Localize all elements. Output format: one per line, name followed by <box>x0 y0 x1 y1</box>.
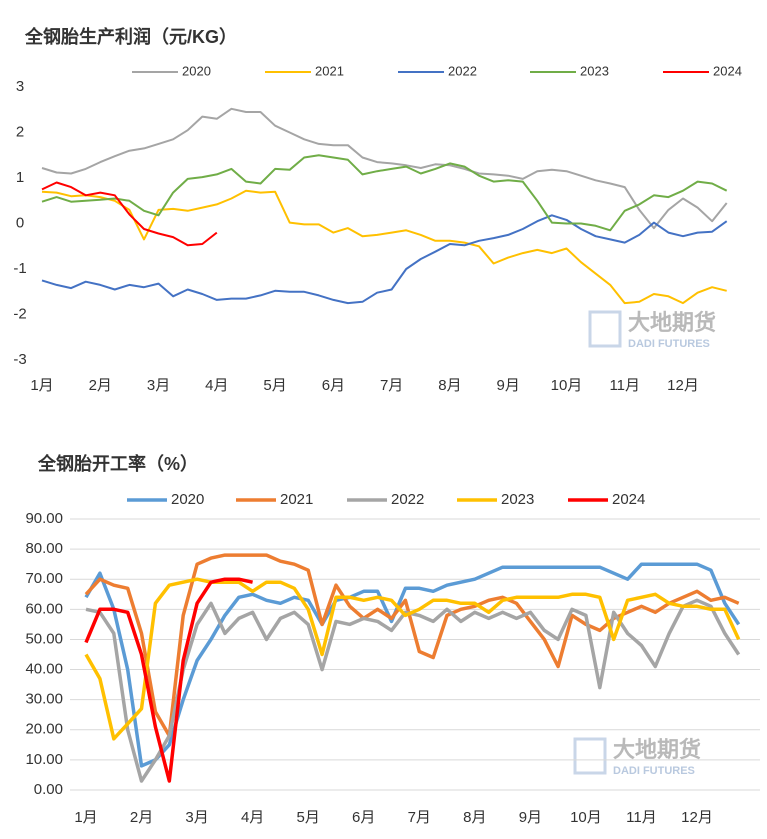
x-tick-label: 3月 <box>147 377 170 394</box>
y-tick-label: 70.00 <box>25 570 63 587</box>
chart-title: 全钢胎生产利润（元/KG） <box>24 26 237 47</box>
y-tick-label: 3 <box>16 78 24 95</box>
series-line <box>84 553 740 738</box>
legend-label: 2021 <box>315 63 344 78</box>
x-tick-label: 7月 <box>380 377 403 394</box>
legend-label: 2022 <box>391 491 424 508</box>
x-tick-label: 10月 <box>551 377 583 394</box>
x-tick-label: 8月 <box>438 377 461 394</box>
y-tick-label: 50.00 <box>25 630 63 647</box>
watermark-logo <box>573 737 607 775</box>
series-line <box>41 154 728 232</box>
legend-label: 2020 <box>171 491 204 508</box>
watermark-logo <box>588 310 622 348</box>
watermark-en: DADI FUTURES <box>613 765 695 777</box>
series-line <box>41 214 728 305</box>
y-tick-label: -3 <box>13 351 26 368</box>
y-tick-label: 80.00 <box>25 540 63 557</box>
x-tick-label: 8月 <box>463 809 486 826</box>
x-tick-label: 6月 <box>322 377 345 394</box>
legend-label: 2024 <box>713 63 742 78</box>
y-tick-label: 90.00 <box>25 510 63 527</box>
x-tick-label: 10月 <box>570 809 602 826</box>
x-tick-label: 2月 <box>130 809 153 826</box>
x-tick-label: 7月 <box>408 809 431 826</box>
x-tick-label: 3月 <box>185 809 208 826</box>
y-tick-label: 0 <box>16 214 24 231</box>
legend-label: 2023 <box>501 491 534 508</box>
x-tick-label: 1月 <box>30 377 53 394</box>
series-line <box>41 181 218 247</box>
x-tick-label: 11月 <box>609 377 640 394</box>
y-tick-label: 20.00 <box>25 721 63 738</box>
y-tick-label: -2 <box>13 305 26 322</box>
y-tick-label: 2 <box>16 123 24 140</box>
legend-label: 2024 <box>612 491 645 508</box>
y-tick-label: 1 <box>16 169 24 186</box>
x-tick-label: 6月 <box>352 809 375 826</box>
series-line <box>84 577 741 741</box>
y-tick-label: 40.00 <box>25 661 63 678</box>
legend-label: 2023 <box>580 63 609 78</box>
series-line <box>41 107 728 230</box>
y-tick-label: 60.00 <box>25 600 63 617</box>
x-tick-label: 5月 <box>263 377 286 394</box>
watermark-en: DADI FUTURES <box>628 338 710 350</box>
y-tick-label: 0.00 <box>34 781 63 798</box>
x-tick-label: 1月 <box>74 809 97 826</box>
x-tick-label: 9月 <box>519 809 542 826</box>
x-tick-label: 12月 <box>667 377 699 394</box>
y-tick-label: 10.00 <box>25 751 63 768</box>
legend-label: 2020 <box>182 63 211 78</box>
chart-title: 全钢胎开工率（%） <box>37 453 198 474</box>
y-tick-label: -1 <box>13 260 26 277</box>
watermark: 大地期货 <box>628 310 716 335</box>
watermark: 大地期货 <box>613 737 701 762</box>
x-tick-label: 12月 <box>681 809 713 826</box>
legend-label: 2022 <box>448 63 477 78</box>
x-tick-label: 4月 <box>205 377 228 394</box>
y-tick-label: 30.00 <box>25 691 63 708</box>
x-tick-label: 5月 <box>297 809 320 826</box>
series-line <box>84 577 253 783</box>
x-tick-label: 11月 <box>626 809 657 826</box>
x-tick-label: 2月 <box>89 377 112 394</box>
x-tick-label: 4月 <box>241 809 264 826</box>
legend-label: 2021 <box>280 491 313 508</box>
series-line <box>84 562 741 768</box>
x-tick-label: 9月 <box>497 377 520 394</box>
